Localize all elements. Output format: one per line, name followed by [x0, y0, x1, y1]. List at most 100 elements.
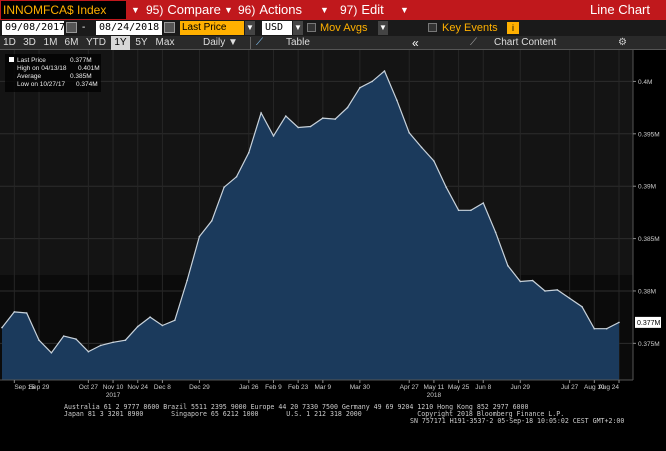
line-chart-icon[interactable]: ⟋: [256, 37, 263, 48]
chevron-down-icon[interactable]: ▼: [224, 5, 233, 15]
data-point: [322, 117, 324, 119]
collapse-button[interactable]: «: [412, 36, 419, 50]
data-point: [593, 327, 596, 330]
y-tick-label: 0.4M: [638, 79, 652, 86]
end-date-input[interactable]: 08/24/2018: [96, 21, 162, 35]
range-button-5y[interactable]: 5Y: [135, 37, 148, 48]
start-date-input[interactable]: 09/08/2017: [2, 21, 65, 35]
data-point: [605, 327, 608, 330]
range-button-3d[interactable]: 3D: [23, 37, 36, 48]
data-point: [50, 352, 53, 354]
date-controls-bar: 09/08/2017 - 08/24/2018 Last Price ▼ USD…: [0, 20, 666, 36]
data-point: [531, 279, 534, 282]
data-point: [99, 344, 102, 347]
range-button-1d[interactable]: 1D: [3, 37, 16, 48]
x-tick-label: Nov 24: [127, 384, 148, 391]
legend-average-label: Average: [17, 73, 41, 80]
data-point: [124, 339, 127, 342]
chart-content-button[interactable]: Chart Content: [494, 37, 557, 48]
data-point: [174, 319, 176, 322]
y-tick-label: 0.39M: [638, 184, 656, 191]
x-tick-label: Apr 27: [400, 384, 420, 391]
data-point: [25, 312, 28, 314]
x-tick-label: Mar 30: [350, 384, 371, 391]
x-tick-label: Jun 8: [475, 384, 491, 391]
data-point: [408, 132, 411, 134]
data-point: [470, 209, 472, 212]
gear-icon[interactable]: ⚙: [618, 37, 627, 48]
last-value-marker: 0.377M: [635, 316, 661, 328]
range-button-ytd[interactable]: YTD: [86, 37, 106, 48]
data-point: [136, 325, 139, 328]
security-title-input[interactable]: INNOMFCA$ Index: [0, 0, 127, 20]
mov-avgs-checkbox[interactable]: [307, 23, 316, 32]
year-label: 2017: [106, 392, 121, 399]
data-point: [38, 339, 40, 342]
x-tick-label: Jan 26: [239, 384, 259, 391]
range-button-6m[interactable]: 6M: [64, 37, 79, 48]
x-tick-label: Dec 29: [189, 384, 210, 391]
data-point: [371, 80, 374, 83]
data-point: [87, 350, 90, 353]
price-field-select[interactable]: Last Price: [180, 21, 244, 35]
edit-number: 97): [340, 3, 358, 17]
legend-high-label: High on 04/13/18: [17, 65, 67, 72]
range-bar: 1D 3D 1M 6M YTD 1Y 5Y Max Daily ▼ ⟋ Table « ⟋ C…: [0, 36, 666, 50]
data-point: [149, 316, 151, 318]
actions-number: 96): [238, 3, 256, 17]
legend-low-value: 0.374M: [76, 81, 98, 88]
data-point: [383, 70, 386, 72]
compare-label: Compare: [167, 2, 221, 17]
range-button-1y[interactable]: 1Y: [111, 36, 130, 50]
chevron-down-icon[interactable]: ▼: [293, 21, 303, 35]
price-area-fill: [2, 71, 619, 380]
data-point: [272, 135, 275, 137]
data-point: [248, 151, 250, 154]
legend-last-label: Last Price: [17, 57, 46, 64]
data-point: [519, 280, 522, 283]
frequency-select[interactable]: Daily ▼: [203, 37, 238, 48]
chart-content-icon[interactable]: ⟋: [470, 37, 477, 48]
info-icon[interactable]: i: [507, 22, 519, 34]
calendar-icon[interactable]: [164, 22, 175, 33]
chevron-down-icon[interactable]: ▼: [378, 21, 388, 35]
chevron-down-icon[interactable]: ▼: [320, 5, 329, 15]
data-point: [235, 176, 238, 178]
calendar-icon[interactable]: [66, 22, 77, 33]
edit-button[interactable]: 97) Edit: [340, 0, 384, 20]
table-button[interactable]: Table: [286, 37, 310, 48]
footer: Australia 61 2 9777 8600 Brazil 5511 239…: [0, 401, 666, 451]
data-point: [161, 324, 164, 327]
range-button-max[interactable]: Max: [155, 37, 175, 48]
data-point: [507, 265, 509, 267]
x-tick-label: May 11: [423, 384, 444, 391]
chevron-down-icon[interactable]: ▼: [245, 21, 255, 35]
chevron-down-icon[interactable]: ▼: [131, 5, 140, 15]
date-separator: -: [82, 22, 86, 33]
x-tick-label: Aug 10: [584, 384, 605, 391]
legend-low-label: Low on 10/27/17: [17, 81, 65, 88]
key-events-label: Key Events: [442, 22, 498, 34]
last-value-box: [635, 316, 661, 328]
chart-legend: Last Price 0.377M High on 04/13/18 0.401…: [5, 54, 101, 92]
x-tick-label: Feb 23: [288, 384, 309, 391]
divider: [250, 37, 251, 49]
key-events-checkbox[interactable]: [428, 23, 437, 32]
price-chart[interactable]: 0.375M 0.38M 0.385M 0.39M 0.395M 0.4M Sep 15S…: [0, 50, 666, 401]
data-point: [568, 297, 571, 300]
data-point: [13, 311, 16, 313]
data-point: [309, 125, 312, 128]
mov-avgs-label: Mov Avgs: [320, 22, 368, 34]
footer-line-3: SN 757171 H191-3537-2 05-Sep-18 10:05:02…: [410, 417, 625, 425]
x-tick-label: Mar 9: [315, 384, 332, 391]
data-point: [334, 118, 337, 120]
compare-number: 95): [146, 3, 164, 17]
range-button-1m[interactable]: 1M: [43, 37, 58, 48]
data-point: [186, 279, 188, 282]
x-tick-label: Jul 27: [561, 384, 579, 391]
chevron-down-icon[interactable]: ▼: [400, 5, 409, 15]
compare-button[interactable]: 95) Compare: [146, 0, 221, 20]
actions-button[interactable]: 96) Actions: [238, 0, 302, 20]
y-tick-label: 0.38M: [638, 288, 656, 295]
currency-select[interactable]: USD: [262, 21, 292, 35]
